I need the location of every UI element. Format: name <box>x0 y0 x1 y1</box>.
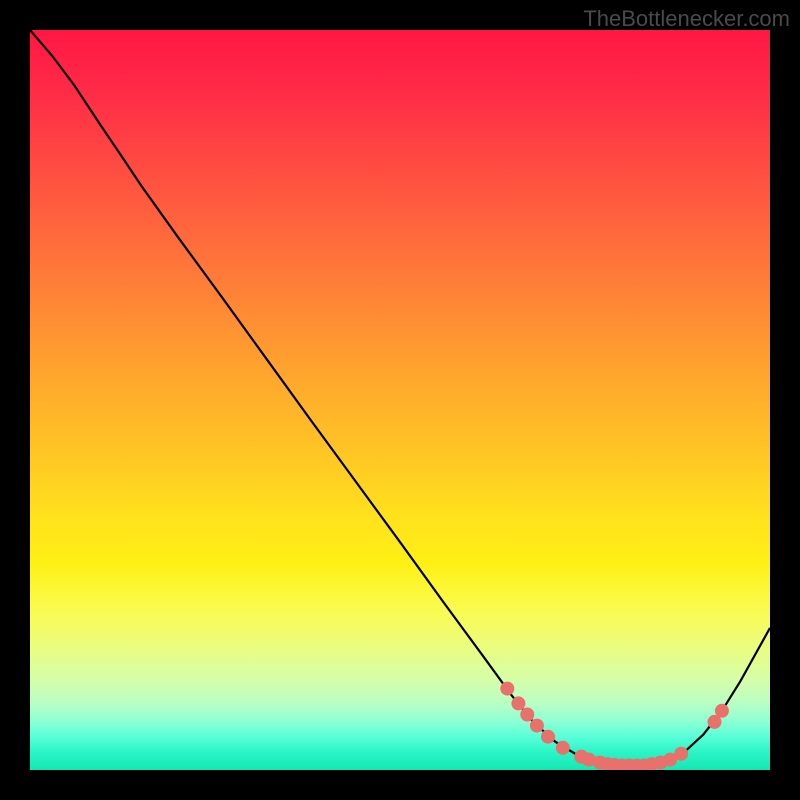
chart-svg <box>30 30 770 770</box>
data-marker <box>556 741 570 755</box>
data-marker <box>541 730 555 744</box>
gradient-background <box>30 30 770 770</box>
chart-area <box>30 30 770 770</box>
data-marker <box>530 719 544 733</box>
data-marker <box>674 747 688 761</box>
attribution-text: TheBottlenecker.com <box>583 6 790 32</box>
data-marker <box>500 682 514 696</box>
data-marker <box>511 696 525 710</box>
data-marker <box>715 704 729 718</box>
data-marker <box>520 708 534 722</box>
chart-container: TheBottlenecker.com <box>0 0 800 800</box>
